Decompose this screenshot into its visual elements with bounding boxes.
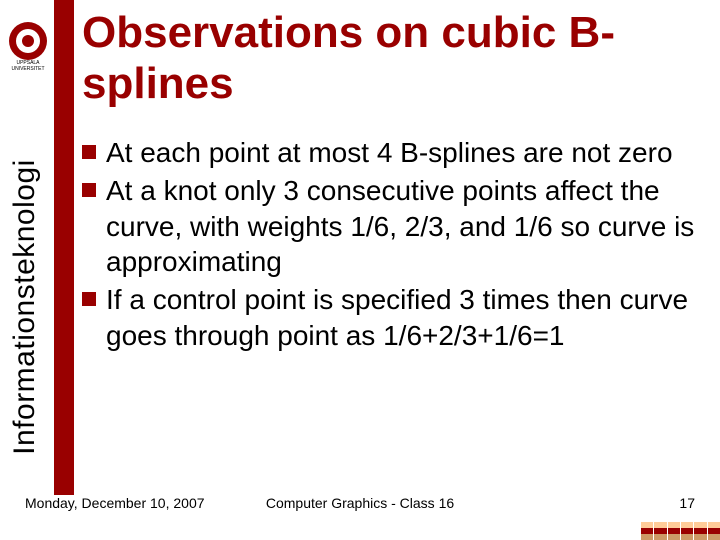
bullet-icon bbox=[82, 183, 96, 197]
university-logo bbox=[9, 22, 47, 60]
slide-title: Observations on cubic B-splines bbox=[82, 8, 702, 109]
bullet-text: At each point at most 4 B-splines are no… bbox=[106, 135, 673, 171]
list-item: If a control point is specified 3 times … bbox=[82, 282, 702, 354]
department-vertical-label: Informationsteknologi bbox=[8, 87, 42, 527]
bullet-icon bbox=[82, 292, 96, 306]
list-item: At a knot only 3 consecutive points affe… bbox=[82, 173, 702, 280]
corner-decoration bbox=[640, 522, 720, 540]
bullet-text: At a knot only 3 consecutive points affe… bbox=[106, 173, 702, 280]
footer-course: Computer Graphics - Class 16 bbox=[266, 495, 454, 511]
accent-bar bbox=[54, 0, 74, 495]
slide-footer: Monday, December 10, 2007 Computer Graph… bbox=[25, 495, 695, 515]
bullet-icon bbox=[82, 145, 96, 159]
slide-body: At each point at most 4 B-splines are no… bbox=[82, 135, 702, 356]
university-line2: UNIVERSITET bbox=[11, 66, 44, 72]
bullet-text: If a control point is specified 3 times … bbox=[106, 282, 702, 354]
university-name: UPPSALA UNIVERSITET bbox=[6, 60, 50, 72]
list-item: At each point at most 4 B-splines are no… bbox=[82, 135, 702, 171]
footer-page-number: 17 bbox=[679, 495, 695, 511]
footer-date: Monday, December 10, 2007 bbox=[25, 495, 205, 511]
